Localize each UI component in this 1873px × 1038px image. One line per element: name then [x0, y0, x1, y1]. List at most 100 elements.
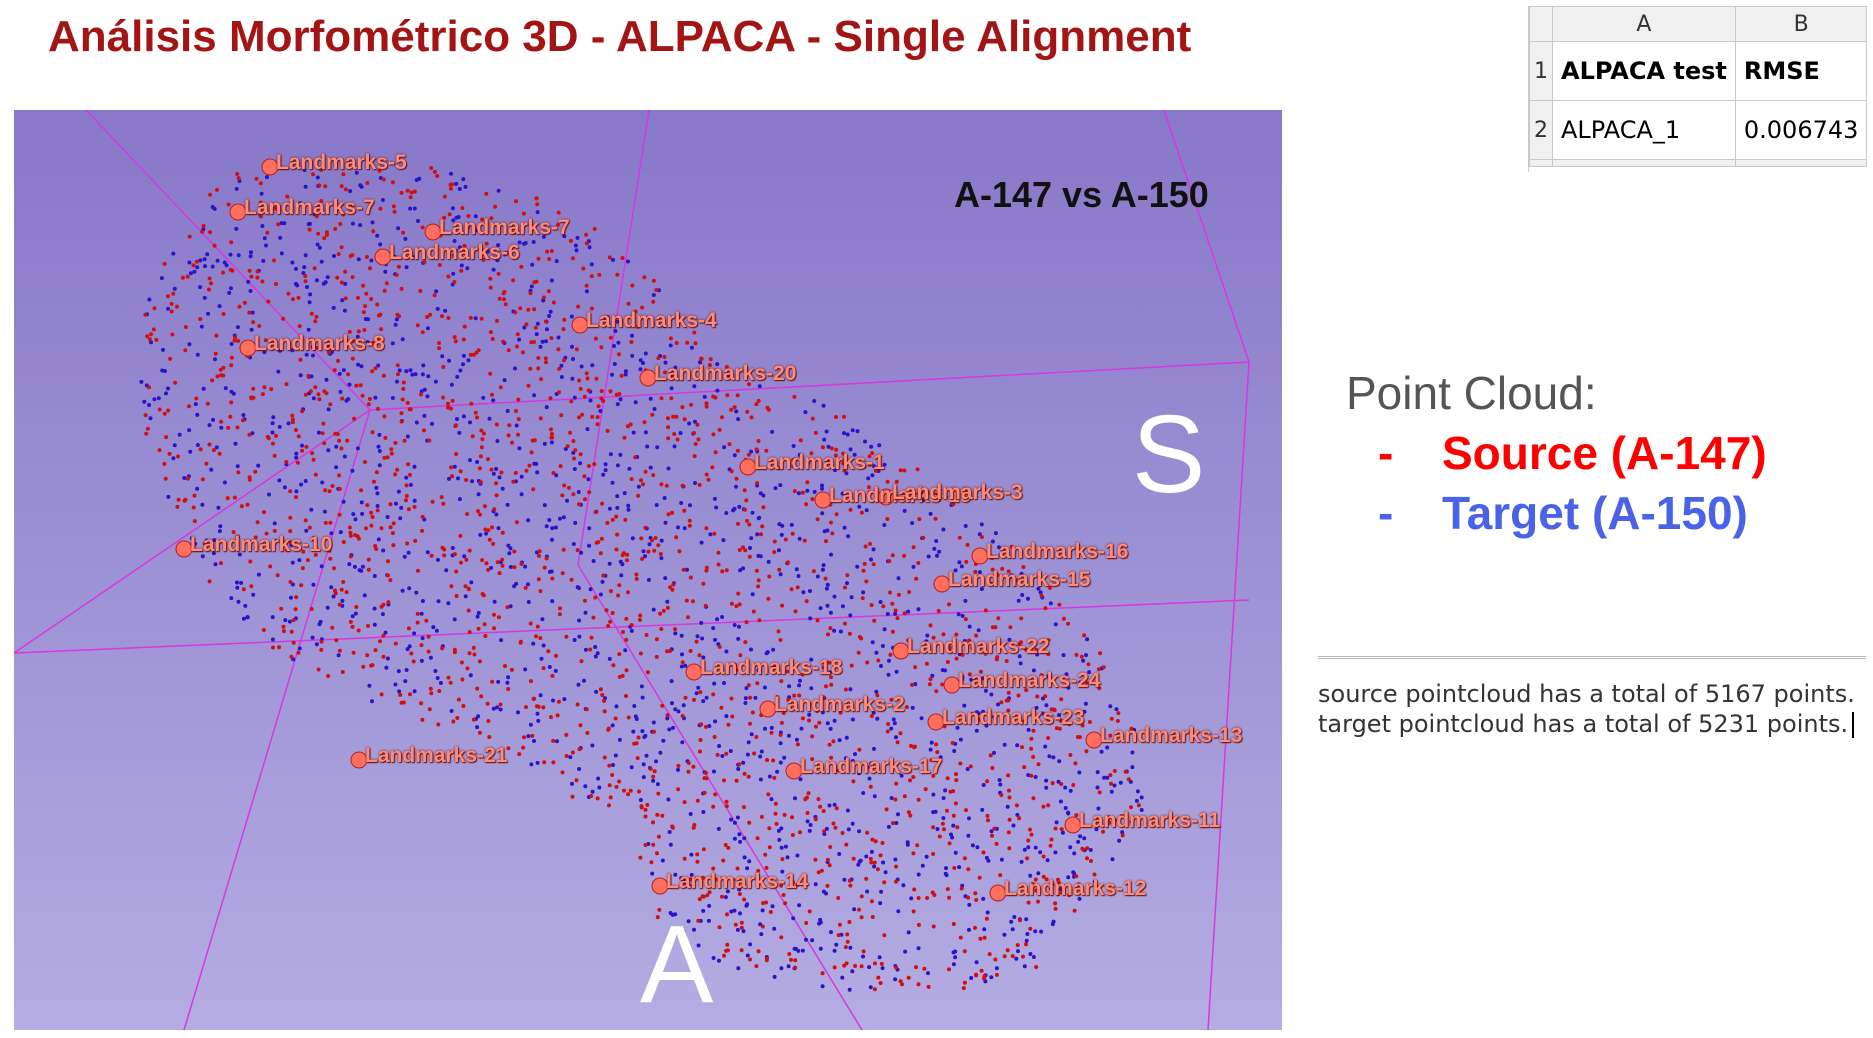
cloud-point: [1009, 919, 1014, 924]
landmark-marker: [239, 339, 257, 357]
cloud-point: [696, 437, 701, 442]
cloud-point: [848, 883, 853, 888]
cell-a2[interactable]: ALPACA_1: [1552, 100, 1736, 160]
cloud-point: [853, 964, 858, 968]
cloud-point: [229, 342, 234, 346]
cell-b2[interactable]: 0.006743: [1734, 100, 1868, 160]
cloud-point: [367, 397, 372, 401]
cell-b1[interactable]: RMSE: [1734, 41, 1868, 101]
cloud-point: [734, 778, 739, 783]
cloud-point: [317, 397, 322, 402]
cloud-point: [298, 357, 303, 362]
cloud-point: [805, 819, 810, 824]
cloud-point: [316, 430, 321, 435]
cloud-point: [529, 679, 533, 684]
cloud-point: [358, 223, 363, 228]
cloud-point: [659, 538, 664, 543]
cloud-point: [1088, 848, 1093, 852]
cloud-point: [336, 252, 341, 257]
row-header-2[interactable]: 2: [1529, 100, 1553, 160]
cloud-point: [374, 547, 379, 551]
cloud-point: [370, 369, 375, 374]
cloud-point: [290, 413, 295, 418]
cloud-point: [398, 692, 403, 697]
cloud-point: [742, 836, 747, 841]
cloud-point: [981, 709, 985, 714]
cloud-point: [1096, 806, 1101, 811]
cloud-point: [176, 497, 181, 502]
cloud-point: [986, 818, 990, 823]
column-header-b[interactable]: B: [1734, 6, 1868, 42]
cloud-point: [508, 546, 513, 551]
cloud-point: [198, 317, 203, 322]
cloud-point: [279, 251, 284, 256]
cloud-point: [735, 866, 740, 871]
cloud-point: [584, 241, 589, 246]
cloud-point: [388, 502, 393, 507]
cloud-point: [339, 280, 344, 285]
cloud-point: [745, 518, 749, 523]
cloud-point: [522, 735, 526, 740]
cloud-point: [1081, 847, 1086, 852]
cloud-point: [328, 556, 333, 561]
corner-cell[interactable]: [1529, 6, 1553, 42]
cloud-point: [187, 342, 192, 347]
cloud-point: [453, 339, 458, 344]
viewport-canvas[interactable]: [14, 110, 1282, 1030]
cloud-point: [859, 964, 864, 969]
cloud-point: [205, 401, 210, 406]
cloud-point: [517, 752, 522, 757]
cloud-point: [413, 372, 418, 377]
cloud-point: [734, 604, 739, 609]
cloud-point: [1022, 847, 1027, 852]
cloud-point: [516, 432, 520, 437]
cloud-point: [954, 772, 958, 777]
cloud-point: [894, 864, 899, 869]
cloud-point: [225, 496, 230, 501]
row-header-1[interactable]: 1: [1529, 41, 1553, 101]
cloud-point: [1015, 812, 1020, 817]
cloud-point: [739, 948, 744, 953]
cloud-point: [873, 839, 878, 844]
cloud-point: [398, 516, 403, 521]
cloud-point: [491, 471, 496, 476]
cloud-point: [695, 634, 700, 639]
cloud-point: [749, 415, 754, 420]
cloud-point: [704, 404, 709, 409]
cloud-point: [149, 332, 153, 337]
cloud-point: [837, 701, 842, 706]
cloud-point: [650, 871, 655, 876]
3d-viewport[interactable]: A-147 vs A-150 S A Landmarks-5 Landmarks-…: [14, 110, 1282, 1030]
cloud-point: [871, 547, 876, 552]
cloud-point: [369, 297, 374, 301]
column-header-a[interactable]: A: [1552, 6, 1736, 42]
cloud-point: [732, 405, 737, 410]
cloud-point: [475, 460, 480, 464]
cloud-point: [807, 909, 812, 914]
cloud-point: [945, 776, 950, 781]
cloud-point: [859, 894, 864, 899]
cloud-point: [742, 488, 747, 493]
cloud-point: [789, 957, 793, 962]
cloud-point: [1053, 901, 1058, 906]
cloud-point: [973, 925, 977, 930]
cloud-point: [901, 762, 906, 767]
cloud-point: [932, 546, 937, 551]
cloud-point: [857, 504, 862, 509]
cloud-point: [562, 483, 567, 488]
cloud-point: [732, 836, 737, 841]
cloud-point: [716, 562, 721, 567]
cell-a1[interactable]: ALPACA test: [1552, 41, 1736, 101]
cloud-point: [982, 974, 987, 979]
cloud-point: [161, 347, 165, 352]
cloud-point: [623, 648, 628, 653]
cloud-point: [834, 415, 838, 419]
console-output[interactable]: source pointcloud has a total of 5167 po…: [1318, 656, 1866, 739]
cloud-point: [446, 316, 451, 320]
cloud-point: [701, 847, 706, 852]
cloud-point: [564, 732, 569, 737]
cloud-point: [573, 520, 578, 525]
cloud-point: [965, 767, 970, 771]
cloud-point: [880, 966, 885, 971]
cloud-point: [500, 557, 505, 562]
